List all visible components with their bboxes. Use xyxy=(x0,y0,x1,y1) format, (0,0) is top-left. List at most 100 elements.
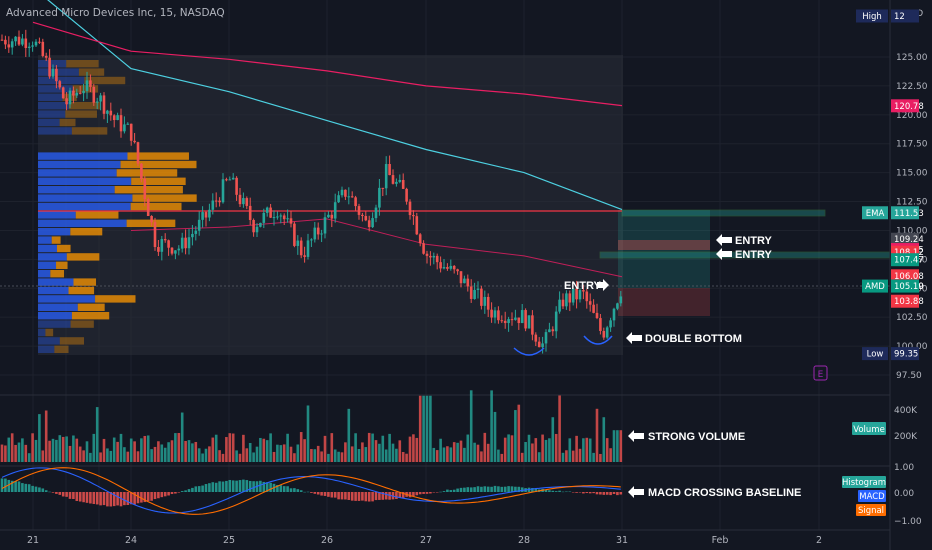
candle-body[interactable] xyxy=(282,215,286,220)
candle-body[interactable] xyxy=(340,189,344,196)
candle-body[interactable] xyxy=(364,216,368,221)
candle-body[interactable] xyxy=(619,296,623,304)
candle-body[interactable] xyxy=(388,164,391,176)
candle-body[interactable] xyxy=(61,87,65,99)
candle-body[interactable] xyxy=(21,38,24,45)
candle-body[interactable] xyxy=(327,214,330,218)
candle-body[interactable] xyxy=(44,55,48,58)
candle-body[interactable] xyxy=(500,320,504,322)
candle-body[interactable] xyxy=(337,195,340,203)
candle-body[interactable] xyxy=(225,179,228,181)
candle-body[interactable] xyxy=(493,310,497,318)
candle-body[interactable] xyxy=(269,207,272,218)
candle-body[interactable] xyxy=(517,317,521,324)
candle-body[interactable] xyxy=(293,223,296,246)
candle-body[interactable] xyxy=(551,329,555,332)
candle-body[interactable] xyxy=(116,115,119,121)
candle-body[interactable] xyxy=(371,218,374,228)
candle-body[interactable] xyxy=(422,243,425,254)
annotation-entry-1[interactable]: ENTRY xyxy=(716,234,773,247)
candle-body[interactable] xyxy=(140,163,143,180)
candle-body[interactable] xyxy=(520,310,524,324)
candle-body[interactable] xyxy=(153,222,157,248)
candle-body[interactable] xyxy=(405,188,408,202)
ema-fast-line[interactable] xyxy=(130,218,623,278)
candle-body[interactable] xyxy=(415,216,419,235)
candle-body[interactable] xyxy=(41,41,45,56)
candle-body[interactable] xyxy=(565,293,568,307)
candle-body[interactable] xyxy=(616,303,619,309)
annotation-double-bottom[interactable]: DOUBLE BOTTOM xyxy=(626,332,742,345)
annotation-entry-3[interactable]: ENTRY xyxy=(564,279,609,292)
candle-body[interactable] xyxy=(136,142,140,164)
candle-body[interactable] xyxy=(65,98,68,105)
candle-body[interactable] xyxy=(459,271,463,284)
candle-body[interactable] xyxy=(31,45,34,47)
candle-body[interactable] xyxy=(51,68,55,77)
candle-body[interactable] xyxy=(524,310,527,329)
candle-body[interactable] xyxy=(58,81,62,88)
candle-body[interactable] xyxy=(323,217,327,234)
entry-zone-1[interactable] xyxy=(621,209,826,217)
candle-body[interactable] xyxy=(602,330,606,338)
candle-body[interactable] xyxy=(357,206,361,215)
candle-body[interactable] xyxy=(429,255,432,258)
earnings-event-marker[interactable] xyxy=(813,365,828,381)
candle-body[interactable] xyxy=(609,320,612,328)
candle-body[interactable] xyxy=(133,140,136,143)
candle-body[interactable] xyxy=(89,80,92,87)
candle-body[interactable] xyxy=(221,179,225,203)
candle-body[interactable] xyxy=(452,265,456,270)
candle-body[interactable] xyxy=(197,219,201,231)
candle-body[interactable] xyxy=(265,207,269,213)
candle-body[interactable] xyxy=(68,90,72,105)
candle-body[interactable] xyxy=(279,215,283,217)
ema-slow-line[interactable] xyxy=(33,0,623,211)
candle-body[interactable] xyxy=(180,237,184,249)
candle-body[interactable] xyxy=(578,290,582,300)
candle-body[interactable] xyxy=(112,115,116,121)
candle-body[interactable] xyxy=(592,304,595,313)
candle-body[interactable] xyxy=(537,341,541,348)
candle-body[interactable] xyxy=(106,110,109,114)
candle-body[interactable] xyxy=(330,214,334,219)
candle-body[interactable] xyxy=(446,267,449,269)
candle-body[interactable] xyxy=(228,179,232,181)
candle-body[interactable] xyxy=(146,199,150,217)
candle-body[interactable] xyxy=(527,315,531,329)
candle-body[interactable] xyxy=(456,269,459,272)
candle-body[interactable] xyxy=(208,209,211,218)
long-position-tool[interactable] xyxy=(618,210,710,316)
candle-body[interactable] xyxy=(507,319,510,324)
candle-body[interactable] xyxy=(466,278,470,287)
candle-body[interactable] xyxy=(439,262,442,269)
candle-body[interactable] xyxy=(306,240,310,257)
candle-body[interactable] xyxy=(432,255,436,258)
candle-body[interactable] xyxy=(378,187,381,208)
candle-body[interactable] xyxy=(490,309,493,318)
candle-body[interactable] xyxy=(214,200,218,202)
candle-body[interactable] xyxy=(231,177,235,180)
candle-body[interactable] xyxy=(276,216,279,218)
candle-body[interactable] xyxy=(27,46,31,48)
candle-body[interactable] xyxy=(102,95,106,114)
candle-body[interactable] xyxy=(449,265,453,269)
candle-body[interactable] xyxy=(38,41,41,43)
candle-body[interactable] xyxy=(262,212,266,223)
candle-body[interactable] xyxy=(129,123,133,141)
candle-body[interactable] xyxy=(571,288,575,303)
candle-body[interactable] xyxy=(486,296,490,310)
candle-body[interactable] xyxy=(201,212,204,220)
candle-body[interactable] xyxy=(374,207,378,219)
candle-body[interactable] xyxy=(245,198,249,206)
candle-body[interactable] xyxy=(391,175,395,184)
candle-body[interactable] xyxy=(78,92,82,94)
candle-body[interactable] xyxy=(575,288,578,300)
candle-body[interactable] xyxy=(123,124,126,132)
annotation-entry-2[interactable]: ENTRY xyxy=(716,248,773,261)
double-bottom-arc-1[interactable] xyxy=(513,347,545,356)
candle-body[interactable] xyxy=(582,290,585,292)
candle-body[interactable] xyxy=(442,267,446,269)
candle-body[interactable] xyxy=(412,215,415,217)
candle-body[interactable] xyxy=(248,205,252,220)
